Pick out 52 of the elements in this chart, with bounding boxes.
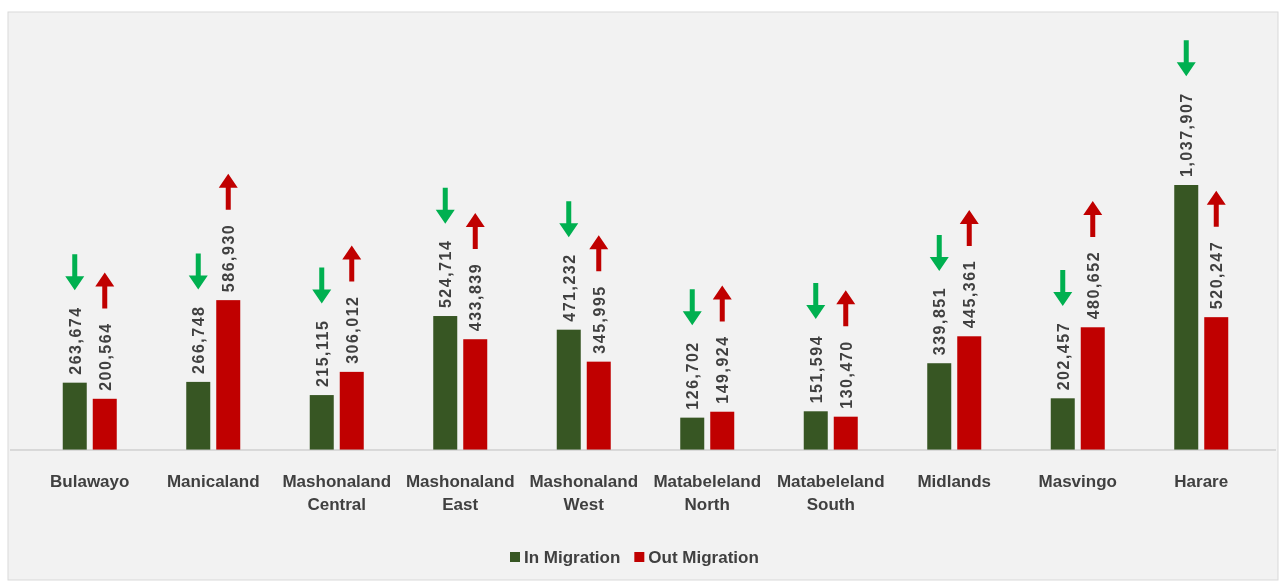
bar (1204, 317, 1229, 450)
x-tick-label: Midlands (917, 472, 992, 491)
data-label: 215,115 (313, 319, 331, 388)
bar (833, 416, 858, 450)
data-label: 149,924 (714, 335, 732, 404)
data-label: 524,714 (437, 239, 455, 309)
data-label: 433,839 (467, 262, 485, 332)
bar (339, 371, 364, 450)
data-label: 202,457 (1054, 321, 1072, 391)
data-label: 151,594 (807, 334, 825, 404)
x-tick-label: Masvingo (1038, 472, 1117, 491)
x-tick-label: Mashonaland West (529, 472, 639, 514)
x-tick-label: Mashonaland Central (282, 472, 392, 514)
data-label: 200,564 (96, 322, 114, 391)
data-label: 345,995 (590, 285, 608, 354)
data-label: 126,702 (684, 341, 702, 410)
bar (216, 300, 241, 450)
bar (92, 398, 117, 450)
x-tick-label: Mashonaland East (405, 472, 515, 514)
x-tick-label: Harare (1174, 472, 1229, 491)
data-label: 586,930 (220, 223, 238, 293)
data-label: 1,037,907 (1178, 92, 1196, 177)
bar (1174, 185, 1199, 450)
data-label: 520,247 (1208, 240, 1226, 310)
x-tick-label: Bulawayo (50, 472, 130, 491)
x-tick-label: Manicaland (166, 472, 260, 491)
bar (309, 395, 334, 450)
bar (62, 382, 87, 450)
data-label: 445,361 (961, 259, 979, 329)
data-label: 480,652 (1084, 250, 1102, 320)
bar (463, 339, 488, 450)
x-tick-label: Matabeleland South (776, 472, 885, 514)
x-tick-label: Matabeleland North (653, 472, 762, 514)
legend-label: In Migration (524, 548, 621, 567)
data-label: 306,012 (343, 295, 361, 364)
bar (186, 381, 211, 450)
data-label: 263,674 (66, 306, 84, 375)
bar (586, 361, 611, 450)
bar (433, 316, 458, 450)
data-label: 471,232 (560, 253, 578, 322)
legend-label: Out Migration (648, 548, 759, 567)
bar (680, 417, 705, 450)
bar (803, 411, 828, 450)
bar (1050, 398, 1075, 450)
data-label: 339,851 (931, 286, 949, 356)
bar (957, 336, 982, 450)
bar (710, 411, 735, 450)
data-label: 130,470 (837, 340, 855, 409)
bar (1080, 327, 1105, 450)
bar (927, 363, 952, 450)
data-label: 266,748 (190, 305, 208, 374)
bar (556, 329, 581, 450)
